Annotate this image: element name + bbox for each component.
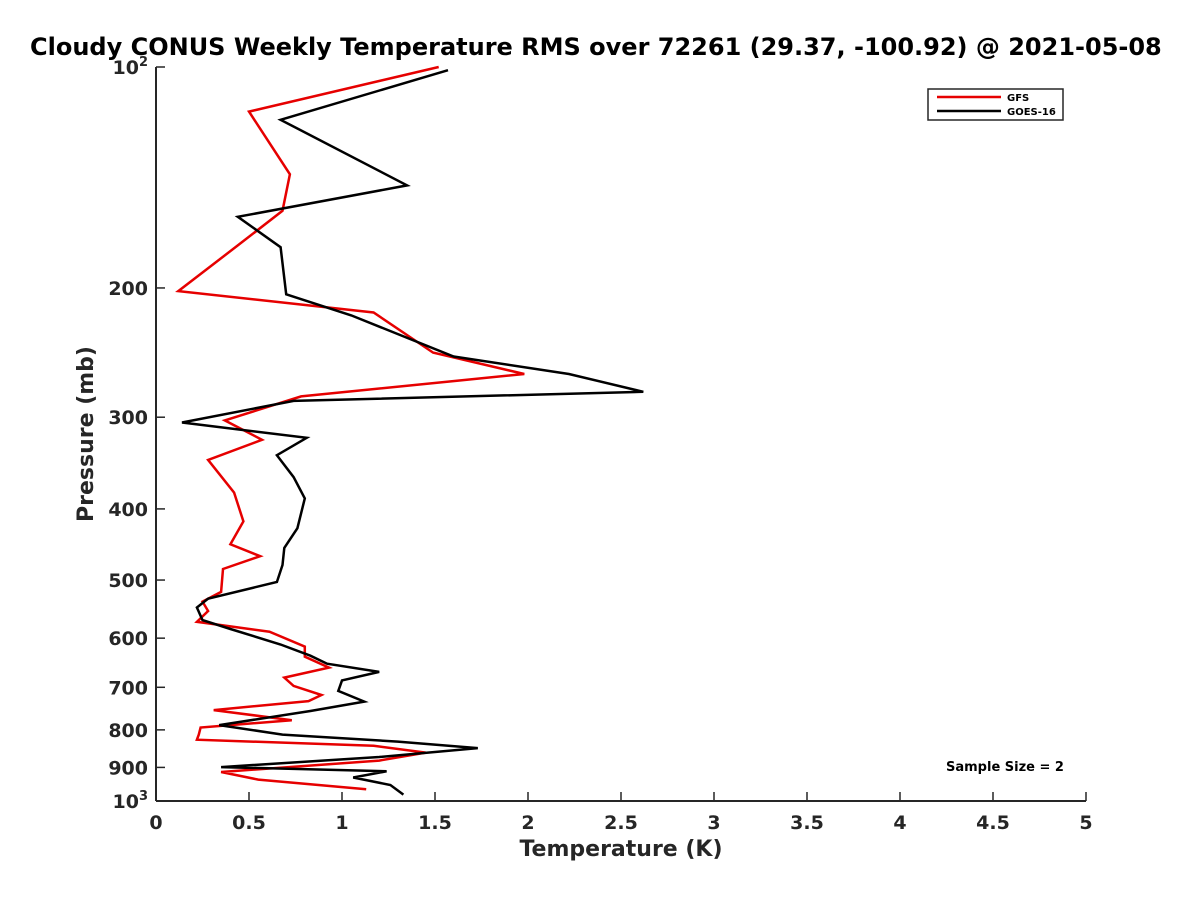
x-tick-label: 1 [335, 812, 348, 834]
x-tick-label: 2.5 [604, 812, 638, 834]
y-tick-label: 103 [113, 789, 149, 813]
legend-box [927, 88, 1064, 121]
legend-label-gfs: GFS [1007, 93, 1029, 104]
x-tick-label: 4 [893, 812, 906, 834]
x-axis-label: Temperature (K) [519, 837, 722, 862]
y-tick-label: 200 [108, 278, 148, 300]
sample-size-annotation: Sample Size = 2 [946, 760, 1064, 775]
y-axis-label: Pressure (mb) [74, 346, 99, 522]
y-tick-label: 700 [108, 677, 148, 699]
x-tick-label: 0 [149, 812, 162, 834]
legend: GFS GOES-16 [927, 88, 1064, 121]
y-tick-label: 600 [108, 628, 148, 650]
series-line-goes16 [181, 69, 644, 796]
x-tick-label: 2 [521, 812, 534, 834]
x-tick-label: 3.5 [790, 812, 824, 834]
x-tick-label: 1.5 [418, 812, 452, 834]
y-tick-label: 400 [108, 499, 148, 521]
x-ticks: 0 0.5 1 1.5 2 2.5 3 3.5 4 4.5 5 [149, 792, 1093, 834]
x-tick-label: 0.5 [232, 812, 266, 834]
plot-axes [155, 67, 1086, 802]
legend-label-goes16: GOES-16 [1007, 107, 1056, 118]
x-tick-label: 5 [1079, 812, 1092, 834]
x-tick-label: 3 [707, 812, 720, 834]
y-tick-label: 300 [108, 407, 148, 429]
y-tick-label: 500 [108, 570, 148, 592]
y-tick-label: 102 [113, 55, 149, 79]
series-layer [175, 65, 644, 796]
chart-title: Cloudy CONUS Weekly Temperature RMS over… [30, 33, 1162, 61]
y-ticks: 102 200 300 400 500 600 700 800 900 103 [108, 55, 165, 813]
x-tick-label: 4.5 [976, 812, 1010, 834]
y-tick-label: 900 [108, 757, 148, 779]
y-tick-label: 800 [108, 720, 148, 742]
